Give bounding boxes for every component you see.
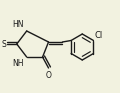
Text: O: O <box>46 71 51 80</box>
Text: S: S <box>1 40 6 49</box>
Text: NH: NH <box>12 59 24 68</box>
Text: HN: HN <box>12 20 24 29</box>
Text: Cl: Cl <box>94 31 103 40</box>
